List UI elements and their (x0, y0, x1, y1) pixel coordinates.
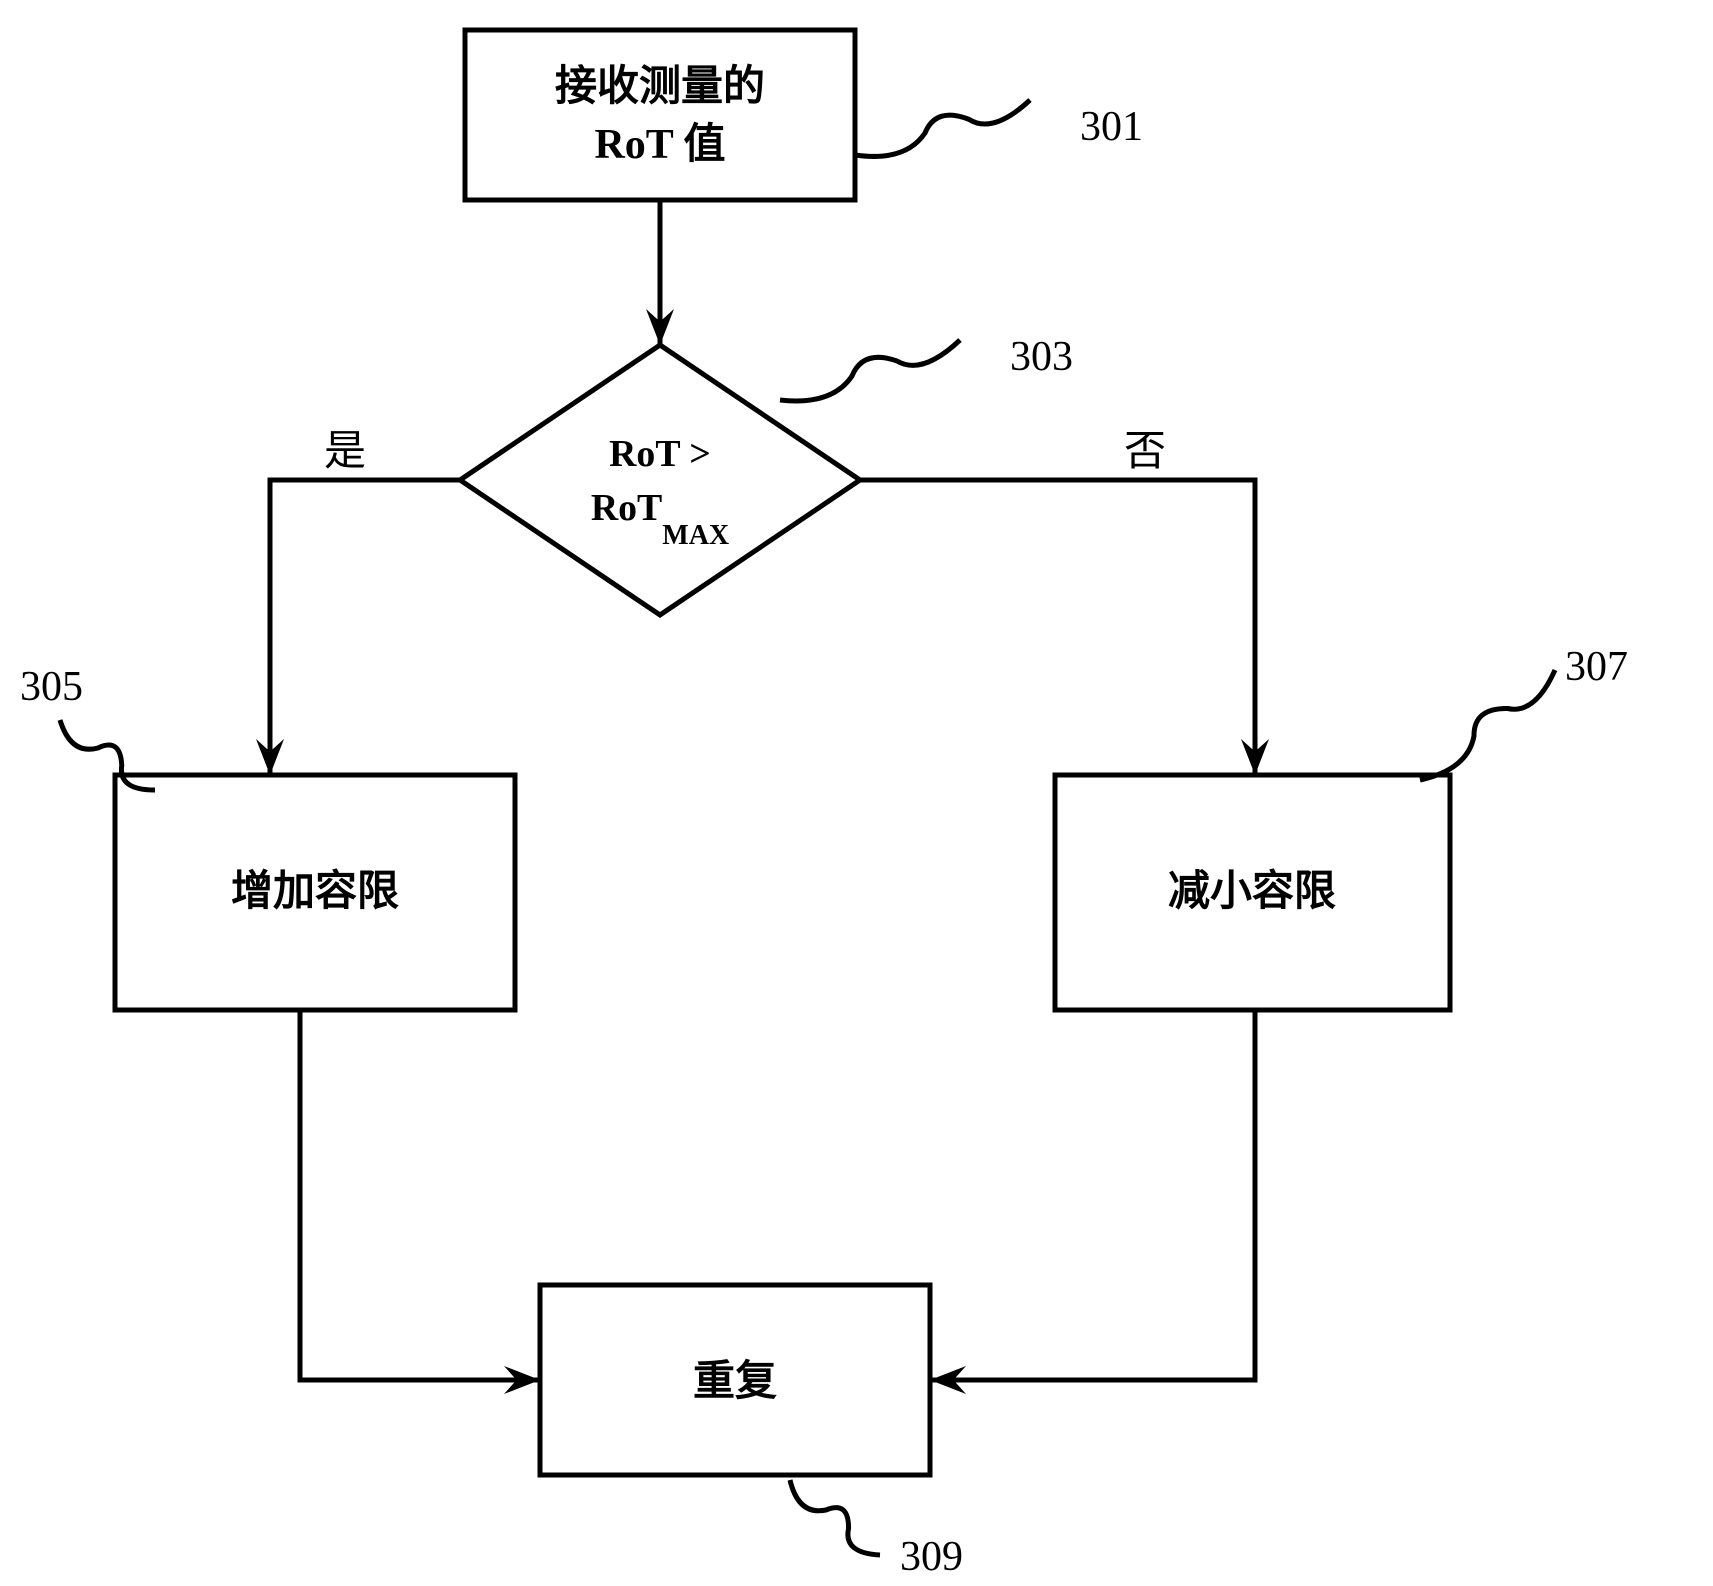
node-text: 接收测量的 (555, 63, 765, 110)
ref-label: 303 (1010, 334, 1073, 380)
flowchart-root: 接收测量的 RoT 值 301 RoT >RoTMAX303 增加容限 305 减小容限 30… (0, 0, 1713, 1586)
squiggle-connector (780, 340, 960, 401)
edge-label: 否 (1124, 429, 1166, 475)
squiggle-connector (1420, 670, 1555, 780)
edge (930, 1010, 1255, 1380)
edge (300, 1010, 540, 1380)
node-text: 减小容限 (1168, 868, 1336, 915)
edge-label: 是 (324, 429, 366, 475)
node-n301: 接收测量的 RoT 值 301 (465, 30, 1143, 200)
edge: 否 (860, 429, 1255, 775)
squiggle-connector (790, 1480, 880, 1555)
squiggle-connector (855, 100, 1030, 156)
node-text: RoT > (609, 433, 711, 475)
node-n303: RoT >RoTMAX303 (460, 334, 1073, 615)
node-n309: 重复 309 (540, 1285, 963, 1580)
node-text: RoT 值 (594, 121, 725, 168)
ref-label: 307 (1565, 644, 1628, 690)
ref-label: 309 (900, 1534, 963, 1580)
node-n307: 减小容限 307 (1055, 644, 1628, 1010)
ref-label: 305 (20, 664, 83, 710)
edge: 是 (270, 429, 460, 775)
ref-label: 301 (1080, 104, 1143, 150)
node-text: 重复 (693, 1358, 777, 1405)
node-text: 增加容限 (231, 868, 399, 915)
